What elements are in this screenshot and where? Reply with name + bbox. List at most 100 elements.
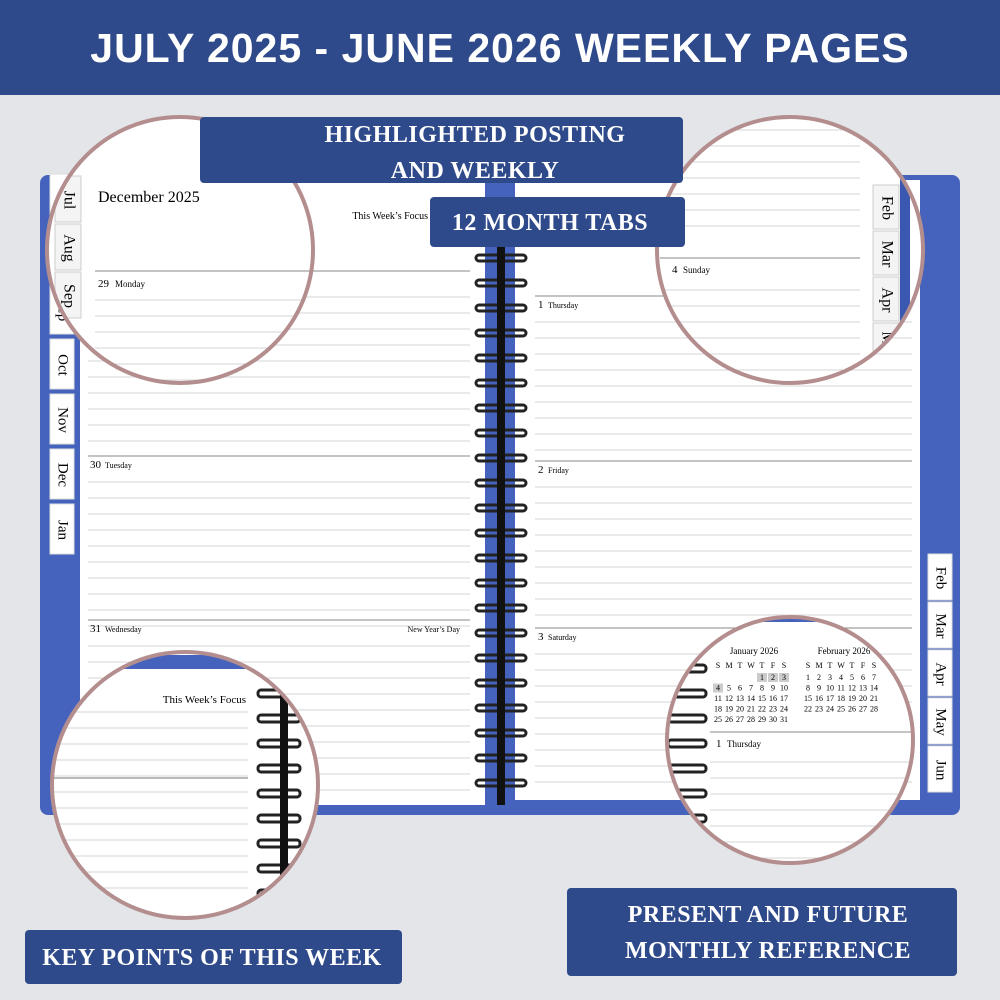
calendar-day: 19: [848, 694, 856, 703]
highlight-cell: [713, 683, 723, 693]
calendar-day: 14: [870, 684, 878, 693]
weekday-label: T: [850, 661, 855, 670]
calendar-day: 20: [859, 694, 867, 703]
day-number: 29: [98, 278, 110, 290]
tab-label: May: [933, 708, 949, 736]
tab-label: Jul: [60, 191, 77, 210]
tab-label: Feb: [878, 196, 895, 220]
month-tab: [49, 338, 75, 390]
calendar-day: 9: [771, 684, 775, 693]
zoom-ring: [655, 115, 925, 385]
callout-text: AND WEEKLY: [391, 158, 559, 184]
calendar-day: 4: [716, 684, 720, 693]
header-bar: [0, 0, 1000, 95]
calendar-day: 25: [837, 705, 845, 714]
day-number: 31: [90, 623, 101, 635]
calendar-day: 13: [736, 694, 744, 703]
spiral-ring: [256, 813, 302, 824]
calendar-day: 29: [758, 715, 766, 724]
zoom-ring: [665, 615, 915, 865]
calendar-day: 26: [848, 705, 856, 714]
month-tab: [54, 223, 82, 271]
calendar-day: 15: [804, 694, 812, 703]
calendar-title: February 2026: [818, 646, 871, 656]
tab-label: Mar: [933, 614, 949, 639]
callout-box: [200, 117, 683, 183]
calendar-day: 9: [817, 684, 821, 693]
calendar-day: 3: [782, 673, 786, 682]
callout-text: KEY POINTS OF THIS WEEK: [42, 945, 382, 971]
calendar-day: 24: [826, 705, 834, 714]
calendar-day: 14: [747, 694, 755, 703]
day-name: Sunday: [683, 265, 711, 275]
weekday-label: S: [782, 661, 786, 670]
calendar-day: 3: [828, 673, 832, 682]
tab-label: Apr: [878, 288, 895, 314]
weekday-label: F: [771, 661, 776, 670]
calendar-day: 1: [806, 673, 810, 682]
calendar-day: 21: [747, 705, 755, 714]
focus-label: This Week’s Focus: [352, 211, 428, 222]
calendar-day: 22: [758, 705, 766, 714]
zoom-circle: [47, 117, 313, 383]
day-number: 3: [538, 631, 544, 643]
spiral-ring: [256, 763, 302, 774]
calendar-day: 13: [859, 684, 867, 693]
zoom-circle: [667, 617, 913, 863]
calendar-day: 23: [815, 705, 823, 714]
calendar-day: 16: [769, 694, 777, 703]
day-name: Thursday: [548, 301, 578, 310]
callout-text: 12 MONTH TABS: [452, 210, 648, 236]
calendar-day: 6: [861, 673, 865, 682]
calendar-day: 5: [850, 673, 854, 682]
weekday-label: S: [806, 661, 810, 670]
callout-text: PRESENT AND FUTURE: [628, 902, 909, 928]
month-tab: [927, 697, 953, 745]
calendar-day: 5: [727, 684, 731, 693]
day-name: Tuesday: [105, 461, 132, 470]
month-tab: [49, 393, 75, 445]
calendar-day: 7: [872, 673, 876, 682]
day-number: 4: [672, 264, 678, 276]
calendar-day: 12: [725, 694, 733, 703]
weekday-label: F: [861, 661, 866, 670]
month-tab: [49, 503, 75, 555]
calendar-day: 2: [771, 673, 775, 682]
day-name: Wednesday: [105, 625, 142, 634]
calendar-day: 8: [806, 684, 810, 693]
calendar-day: 17: [780, 694, 788, 703]
month-tab: [872, 276, 900, 322]
zoom-ring: [45, 115, 315, 385]
month-tab: [872, 184, 900, 230]
spiral-ring: [256, 838, 302, 849]
calendar-day: 4: [839, 673, 843, 682]
tab-label: Aug: [60, 234, 77, 262]
weekday-label: T: [738, 661, 743, 670]
calendar-day: 26: [725, 715, 733, 724]
day-number: 1: [716, 738, 722, 750]
cover-edge: [900, 117, 910, 383]
calendar-day: 18: [837, 694, 845, 703]
calendar-day: 28: [747, 715, 755, 724]
tab-label: Jan: [55, 520, 71, 540]
calendar-day: 10: [826, 684, 834, 693]
month-tab: [927, 745, 953, 793]
calendar-day: 11: [837, 684, 845, 693]
tab-label: Oct: [55, 354, 71, 376]
calendar-day: 2: [817, 673, 821, 682]
day-name: Friday: [548, 466, 569, 475]
day-name: Thursday: [727, 739, 761, 749]
callout-box: [567, 888, 957, 976]
spiral-ring: [256, 738, 302, 749]
calendar-day: 21: [870, 694, 878, 703]
day-note: New Year’s Day: [407, 625, 460, 634]
calendar-day: 27: [859, 705, 867, 714]
tab-label: Jun: [933, 760, 949, 781]
month-title: December 2025: [98, 189, 200, 206]
weekday-label: T: [828, 661, 833, 670]
month-tab: [927, 649, 953, 697]
focus-label: This Week’s Focus: [163, 694, 246, 706]
callout-text: MONTHLY REFERENCE: [625, 938, 911, 964]
